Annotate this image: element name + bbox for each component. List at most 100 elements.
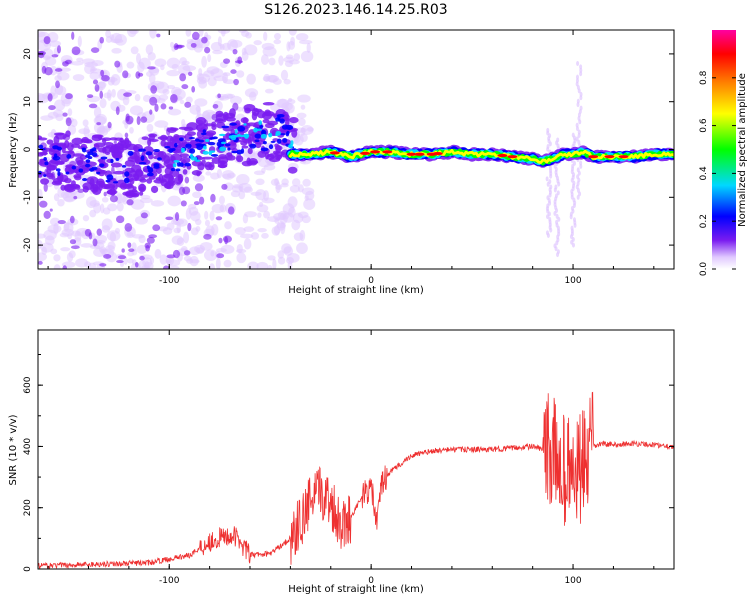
- spectrogram-blob: [227, 147, 231, 151]
- spectrogram-blob: [73, 237, 82, 247]
- spectrogram-blob: [289, 117, 299, 124]
- spectrogram-blob: [282, 111, 289, 120]
- spectrogram-blob: [214, 119, 227, 124]
- spectrogram-blob: [103, 191, 107, 197]
- spectrogram-blob: [296, 242, 308, 254]
- spectrogram-blob: [109, 34, 115, 40]
- spectrogram-blob: [146, 123, 154, 133]
- colorbar-gradient: [712, 30, 736, 269]
- spectrogram-blob: [57, 171, 61, 176]
- spectrogram-blob: [134, 156, 143, 164]
- spectrogram-blob: [170, 167, 176, 172]
- spectrogram-blob: [173, 159, 180, 163]
- spectrogram-blob: [38, 160, 43, 165]
- spectrogram-blob: [194, 98, 208, 107]
- spectrogram-blob: [414, 152, 425, 156]
- spectrogram-blob: [570, 205, 574, 211]
- spectrogram-blob: [138, 148, 146, 152]
- spectrogram-blob: [189, 255, 199, 267]
- spectrogram-blob: [81, 147, 87, 153]
- spectrogram-blob: [124, 192, 134, 197]
- spectrogram-blob: [153, 148, 160, 153]
- spectrogram-blob: [82, 178, 88, 182]
- spectrogram-blob: [46, 139, 54, 145]
- spectrogram-blob: [213, 75, 227, 82]
- spectrogram-blob: [123, 256, 128, 265]
- spectrogram-blob: [221, 30, 226, 37]
- spectrogram-blob: [205, 138, 210, 143]
- spectrogram-blob: [270, 140, 276, 144]
- spectrogram-blob: [300, 104, 306, 110]
- spectrogram-blob: [154, 103, 159, 112]
- spectrogram-blob: [253, 40, 262, 46]
- spectrogram-blob: [285, 131, 289, 137]
- spectrogram-blob: [259, 124, 264, 129]
- spectrogram-blob: [170, 86, 182, 97]
- spectrogram-blob: [575, 122, 579, 128]
- spectrogram-blob: [77, 159, 86, 168]
- spectrogram-blob: [190, 42, 197, 48]
- spectrogram-blob: [279, 222, 286, 235]
- spectrogram-blob: [150, 185, 159, 194]
- spectrogram-blob: [140, 155, 145, 162]
- spectrogram-blob: [52, 145, 59, 150]
- spectrogram-blob: [618, 155, 629, 159]
- spectrogram-blob: [293, 53, 301, 61]
- spectrogram-blob: [203, 249, 218, 261]
- spectrogram-blob: [250, 232, 260, 240]
- spectrogram-blob: [129, 105, 144, 116]
- spectrogram-blob: [170, 41, 175, 48]
- spectrogram-blob: [277, 250, 285, 259]
- spectrogram-blob: [63, 221, 70, 231]
- spectrogram-blob: [192, 191, 202, 199]
- spectrogram-blob: [219, 146, 227, 152]
- spectrogram-blob: [576, 167, 580, 173]
- spectrogram-blob: [274, 217, 280, 224]
- spectrogram-blob: [232, 48, 238, 55]
- spectrogram-blob: [89, 71, 100, 80]
- spectrogram-blob: [38, 144, 44, 149]
- spectrogram-blob: [222, 72, 231, 77]
- spectrogram-blob: [77, 35, 82, 48]
- spectrogram-blob: [210, 150, 216, 153]
- spectrogram-blob: [297, 211, 309, 219]
- spectrogram-blob: [179, 162, 184, 167]
- spectrogram-blob: [218, 237, 223, 244]
- spectrogram-blob: [156, 33, 161, 38]
- spectrogram-blob: [298, 117, 306, 127]
- spectrogram-blob: [38, 137, 48, 141]
- spectrogram-blob: [220, 244, 235, 255]
- spectrogram-blob: [181, 147, 185, 152]
- spectrogram-blob: [105, 30, 111, 38]
- spectrogram-blob: [192, 31, 200, 41]
- spectrogram-blob: [172, 163, 177, 168]
- spectrogram-blob: [204, 132, 215, 136]
- snr-ylabel: SNR (10 * v/v): [8, 414, 19, 485]
- spectrogram-blob: [60, 247, 71, 252]
- spectrogram-blob: [370, 150, 381, 154]
- spectrogram-blob: [577, 139, 581, 145]
- spectrogram-blob: [101, 75, 110, 82]
- spectrogram-blob: [223, 58, 231, 64]
- spectrogram-blob: [193, 201, 200, 206]
- spectrogram-blob: [227, 206, 235, 215]
- spectrogram-blob: [39, 151, 49, 156]
- spectrogram-blob: [121, 248, 125, 253]
- spectrogram-blob: [257, 212, 262, 218]
- spectrogram-blob: [166, 57, 181, 69]
- spectrogram-blob: [101, 137, 112, 141]
- spectrogram-blob: [57, 174, 64, 182]
- spectrogram-blob: [572, 160, 576, 166]
- spectrogram-ytick-label: -20: [23, 237, 33, 252]
- spectrogram-blob: [254, 133, 262, 139]
- spectrogram-blob: [70, 245, 80, 250]
- spectrogram-blob: [224, 221, 232, 230]
- spectrogram-blob: [115, 179, 127, 188]
- spectrogram-blob: [132, 186, 137, 190]
- spectrogram-blob: [99, 163, 105, 168]
- spectrogram-blob: [51, 54, 59, 58]
- spectrogram-blob: [210, 41, 223, 52]
- spectrogram-blob: [184, 101, 192, 108]
- spectrogram-blob: [61, 99, 71, 107]
- spectrogram-blob: [166, 127, 177, 133]
